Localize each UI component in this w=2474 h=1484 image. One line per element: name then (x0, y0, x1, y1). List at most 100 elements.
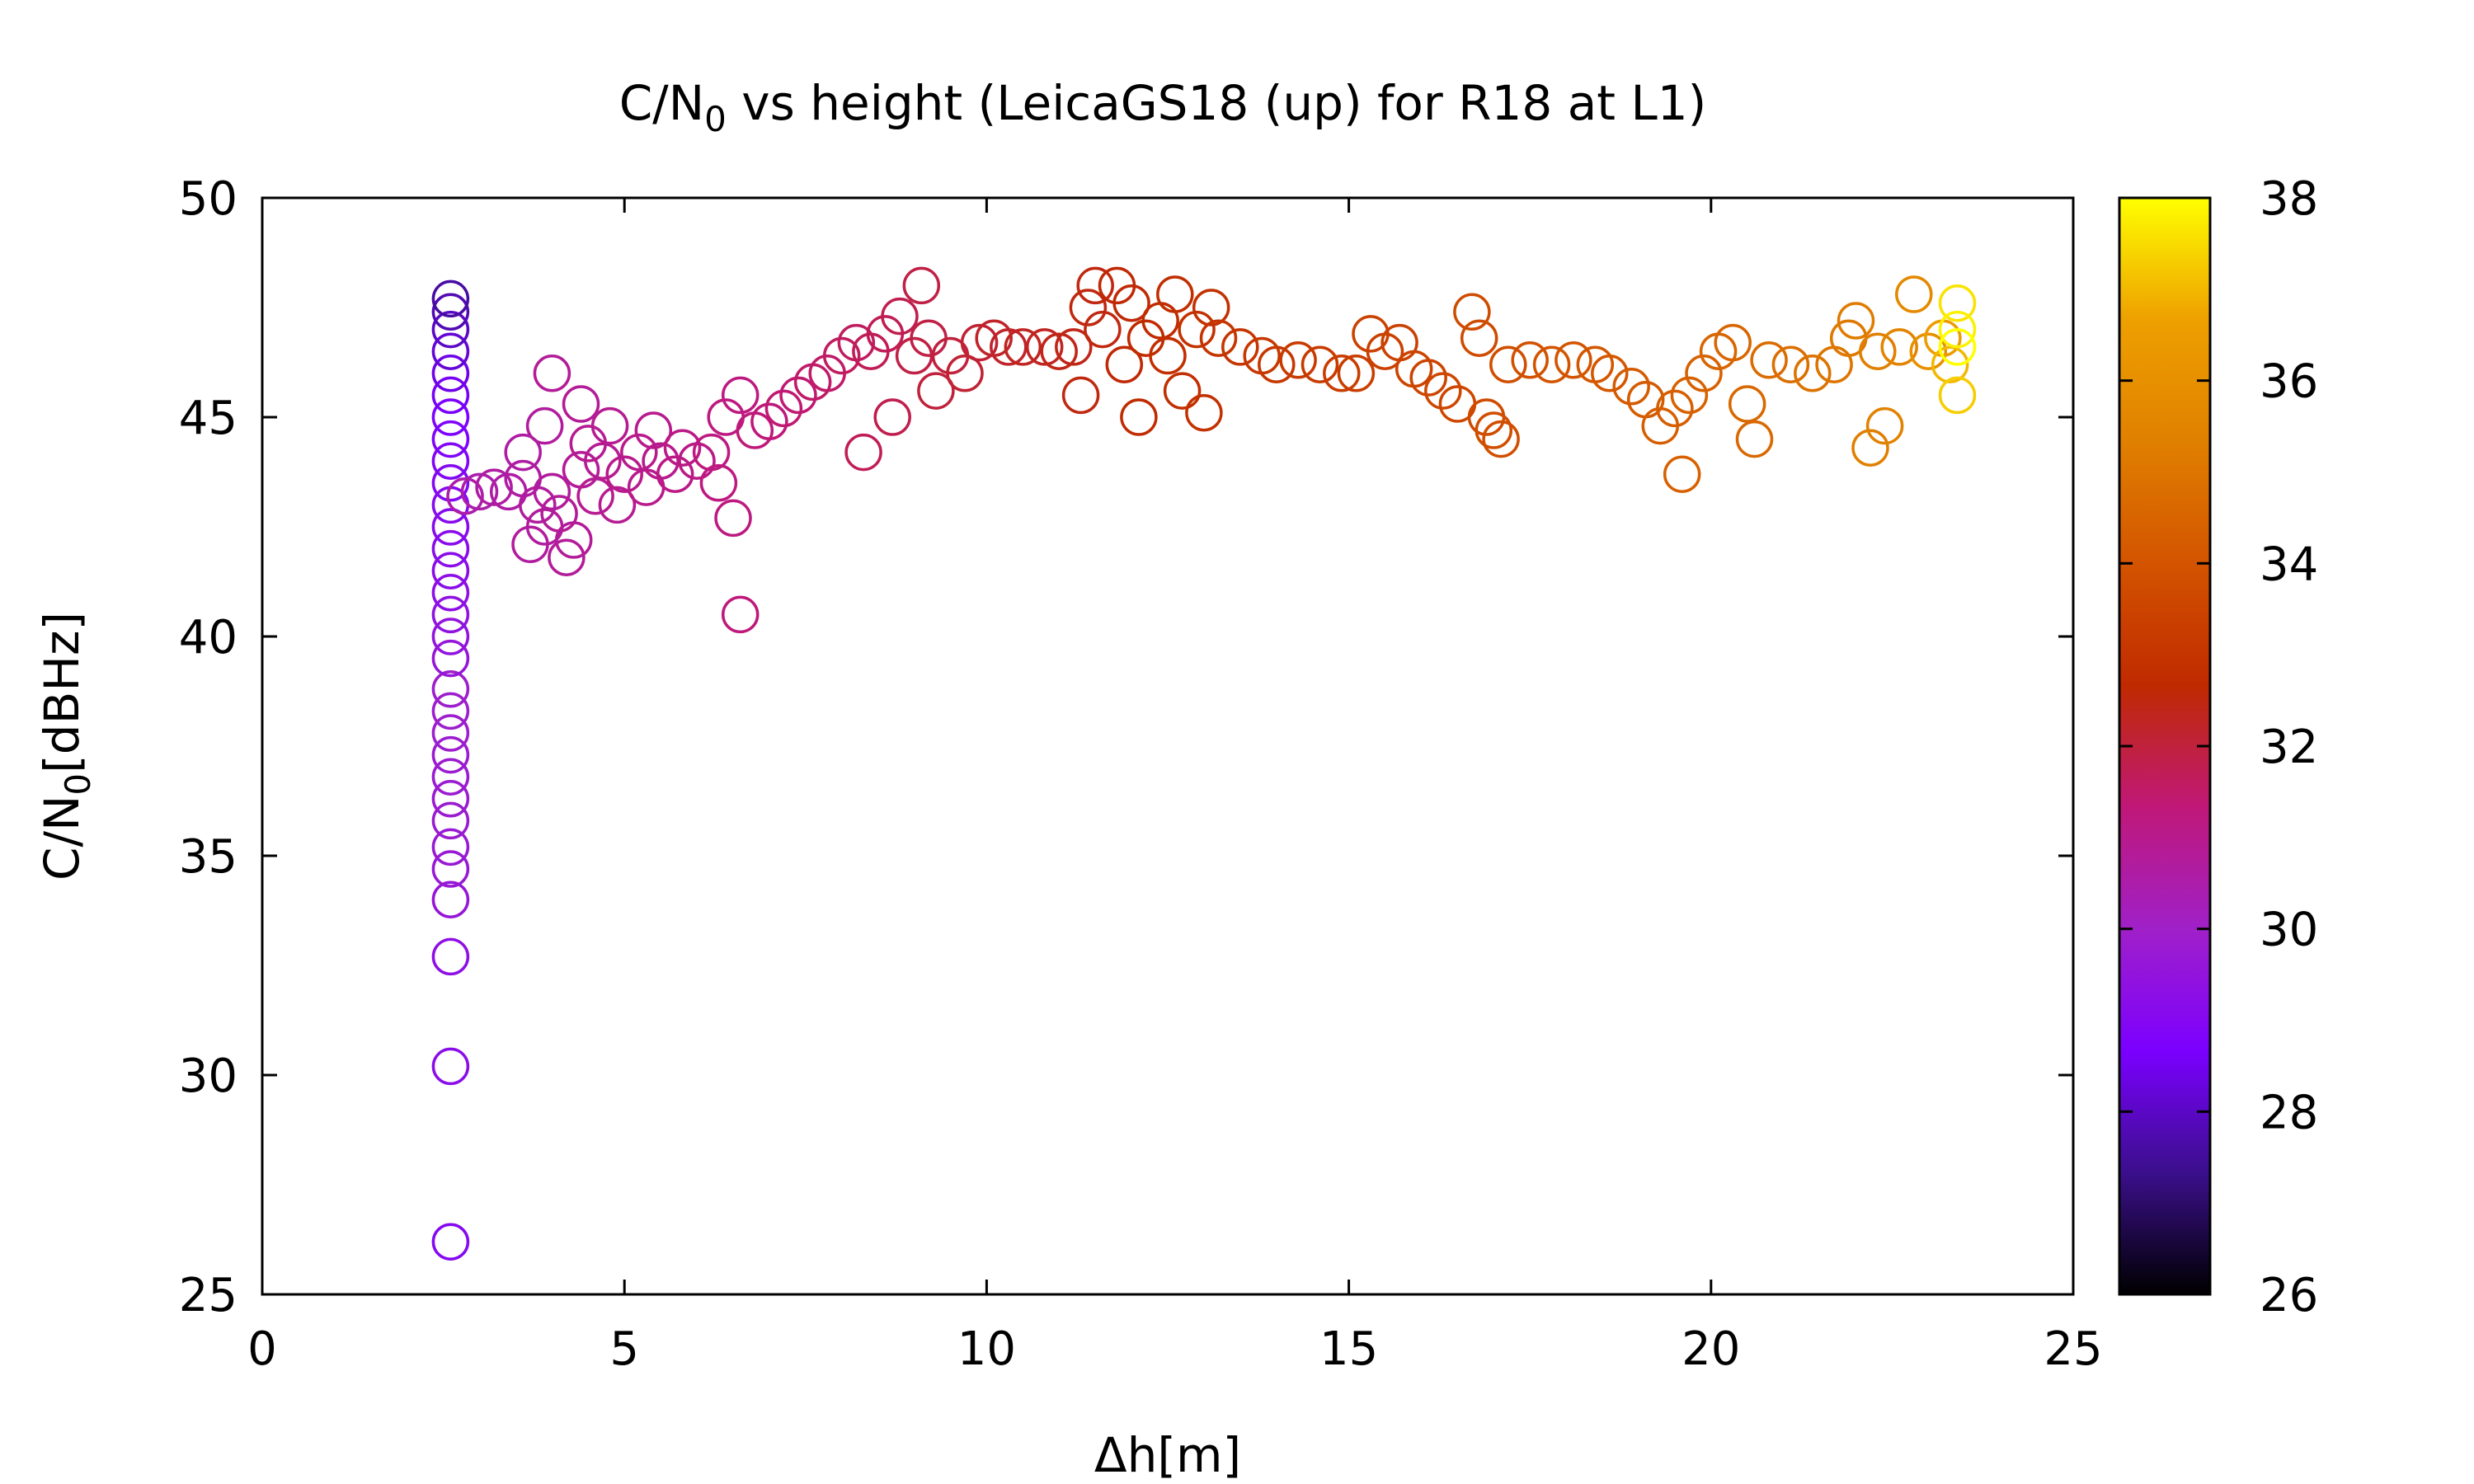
data-point (750, 402, 788, 441)
data-point (1771, 345, 1810, 383)
data-point (1337, 355, 1376, 392)
data-point (1750, 341, 1788, 379)
x-tick-label: 15 (1319, 1322, 1378, 1376)
data-point (590, 406, 629, 445)
data-point (1794, 355, 1832, 392)
data-point (822, 336, 861, 375)
data-point (620, 433, 658, 472)
plot-area (431, 266, 1977, 1261)
y-axis: 25 30 35 40 45 50 (179, 172, 2073, 1322)
data-point (431, 529, 470, 568)
data-point (1453, 293, 1491, 331)
data-point (1591, 355, 1629, 392)
x-tick-label: 0 (247, 1322, 277, 1376)
data-point (946, 355, 984, 392)
data-point (1482, 420, 1520, 458)
data-point (1837, 302, 1875, 340)
y-tick-label: 35 (179, 830, 238, 884)
data-point (431, 1223, 470, 1261)
data-point (873, 398, 911, 436)
data-point (431, 639, 470, 678)
data-point (431, 758, 470, 796)
data-point (431, 293, 470, 331)
data-point (1055, 328, 1093, 366)
data-point (504, 433, 542, 472)
data-point (1663, 455, 1701, 493)
data-point (431, 508, 470, 546)
data-point (431, 850, 470, 888)
data-point (431, 670, 470, 708)
data-point (1300, 345, 1339, 383)
data-point (844, 433, 882, 472)
data-point (1105, 345, 1144, 383)
y-axis-label: C/N0[dBHz] (34, 612, 98, 881)
data-point (1424, 372, 1462, 410)
data-point (1069, 289, 1108, 326)
data-point (519, 486, 557, 524)
colorbar-tick-label: 30 (2260, 904, 2318, 957)
data-point (881, 297, 919, 336)
data-point (1815, 345, 1853, 383)
data-point (431, 464, 470, 502)
data-point (431, 332, 470, 370)
data-point (431, 595, 470, 634)
plot-frame (261, 196, 2075, 1296)
data-point (1221, 328, 1259, 366)
data-point (663, 429, 702, 467)
data-point (1025, 328, 1064, 366)
data-point (1178, 310, 1216, 349)
data-point (562, 385, 600, 423)
x-tick-label: 5 (609, 1322, 639, 1376)
colorbar-tick-label: 36 (2260, 355, 2318, 409)
data-point (699, 464, 738, 502)
data-point (1938, 328, 1977, 366)
data-point (1460, 319, 1498, 357)
data-point (721, 376, 760, 415)
data-point (917, 372, 955, 410)
data-point (548, 538, 586, 576)
y-tick-label: 30 (179, 1050, 238, 1103)
data-point (1156, 275, 1194, 313)
data-point (576, 477, 614, 515)
data-point (1909, 332, 1948, 370)
data-point (431, 552, 470, 589)
data-point (431, 937, 470, 976)
data-point (1880, 328, 1918, 366)
x-tick-label: 25 (2044, 1322, 2102, 1376)
data-point (1612, 368, 1650, 406)
data-point (1931, 345, 1969, 383)
data-point (431, 828, 470, 866)
data-point (1728, 385, 1766, 423)
data-point (1112, 284, 1150, 322)
data-point (431, 714, 470, 752)
data-point (1714, 323, 1752, 362)
data-point (990, 328, 1028, 366)
data-point (1004, 328, 1042, 366)
data-point (1149, 336, 1187, 375)
data-point (533, 472, 571, 511)
data-point (1475, 411, 1513, 449)
data-point (431, 310, 470, 349)
y-tick-label: 45 (179, 392, 238, 445)
data-point (1323, 355, 1361, 392)
data-point (431, 355, 470, 392)
data-point (656, 455, 694, 493)
data-point (1185, 393, 1223, 432)
data-point (1076, 266, 1114, 305)
data-point (1258, 345, 1296, 383)
data-point (1938, 376, 1977, 415)
data-point (642, 442, 680, 480)
data-point (431, 398, 470, 436)
data-point (1554, 341, 1592, 379)
data-point (431, 881, 470, 918)
data-point (1685, 355, 1723, 392)
data-point (714, 499, 752, 538)
data-point (460, 472, 499, 511)
data-point (1199, 319, 1238, 357)
data-point (779, 376, 817, 415)
data-point (1409, 359, 1447, 397)
y-tick-label: 50 (179, 172, 238, 226)
colorbar-tick-label: 38 (2260, 172, 2318, 226)
data-point (431, 692, 470, 730)
data-point (431, 735, 470, 774)
